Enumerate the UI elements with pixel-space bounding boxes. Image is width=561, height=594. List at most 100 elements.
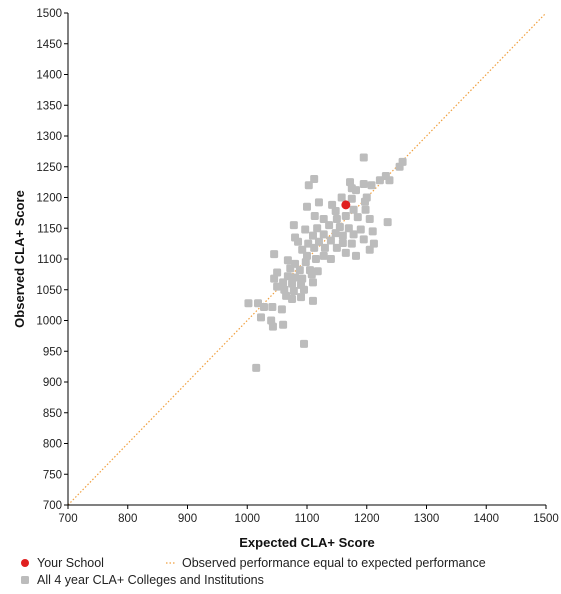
y-tick-label: 1250 bbox=[36, 162, 62, 174]
institution-point bbox=[268, 322, 277, 331]
institution-point bbox=[283, 272, 292, 281]
y-tick-label: 900 bbox=[43, 377, 62, 389]
institution-point bbox=[367, 181, 376, 190]
legend: Your School Observed performance equal t… bbox=[21, 556, 486, 587]
institution-point bbox=[325, 221, 334, 230]
x-tick-label: 1400 bbox=[473, 513, 499, 525]
y-tick-label: 950 bbox=[43, 346, 62, 358]
institution-point bbox=[332, 215, 341, 224]
institution-point bbox=[252, 363, 261, 372]
institution-point bbox=[267, 316, 276, 325]
institution-point bbox=[319, 215, 328, 224]
institution-point bbox=[360, 197, 369, 206]
institution-point bbox=[359, 179, 368, 188]
institution-point bbox=[368, 227, 377, 236]
institution-point bbox=[277, 305, 286, 314]
points-layer bbox=[244, 153, 407, 372]
institution-point bbox=[310, 175, 319, 184]
x-tick-label: 1300 bbox=[414, 513, 440, 525]
institution-point bbox=[295, 266, 304, 275]
x-tick-label: 1200 bbox=[354, 513, 380, 525]
legend-label-all-institutions: All 4 year CLA+ Colleges and Institution… bbox=[37, 573, 264, 587]
y-tick-label: 1050 bbox=[36, 285, 62, 297]
institution-point bbox=[365, 245, 374, 254]
institution-point bbox=[303, 202, 311, 211]
institution-point bbox=[338, 239, 347, 248]
legend-label-your-school: Your School bbox=[37, 556, 104, 570]
x-tick-label: 800 bbox=[118, 513, 137, 525]
legend-marker-your-school bbox=[21, 559, 29, 567]
institution-point bbox=[289, 221, 298, 230]
your-school-point bbox=[341, 200, 351, 210]
institution-point bbox=[385, 176, 394, 185]
y-tick-label: 1350 bbox=[36, 100, 62, 112]
institution-point bbox=[259, 302, 268, 311]
institution-point bbox=[314, 198, 323, 207]
institution-point bbox=[294, 237, 303, 246]
y-tick-label: 1400 bbox=[36, 70, 62, 82]
institution-point bbox=[310, 211, 319, 220]
institution-point bbox=[338, 231, 347, 240]
legend-label-reference-line: Observed performance equal to expected p… bbox=[182, 556, 486, 570]
institution-point bbox=[270, 250, 279, 259]
institution-point bbox=[297, 293, 306, 302]
institution-point bbox=[244, 299, 253, 308]
institution-point bbox=[308, 278, 317, 287]
reference-line-layer bbox=[67, 12, 547, 506]
institution-point bbox=[280, 285, 289, 294]
institution-point bbox=[291, 273, 300, 282]
institution-point bbox=[365, 215, 374, 224]
institution-point bbox=[359, 153, 368, 162]
institution-point bbox=[341, 211, 350, 220]
institution-point bbox=[395, 162, 404, 171]
institution-point bbox=[326, 255, 335, 263]
institution-point bbox=[344, 224, 353, 233]
x-tick-label: 1100 bbox=[295, 513, 320, 525]
y-tick-label: 1500 bbox=[36, 8, 62, 20]
institution-point bbox=[331, 207, 340, 216]
x-tick-label: 1500 bbox=[533, 513, 559, 525]
y-tick-label: 1000 bbox=[36, 316, 62, 328]
institution-point bbox=[347, 194, 356, 203]
institution-point bbox=[301, 258, 310, 267]
y-tick-label: 1150 bbox=[37, 223, 62, 235]
institution-point bbox=[320, 243, 329, 252]
institution-point bbox=[361, 205, 370, 214]
institution-point bbox=[314, 237, 323, 246]
institution-point bbox=[337, 193, 346, 202]
institution-point bbox=[303, 251, 311, 260]
institution-point bbox=[256, 313, 265, 322]
institution-point bbox=[313, 224, 322, 233]
institution-point bbox=[268, 302, 277, 311]
institution-point bbox=[298, 274, 307, 283]
y-tick-label: 1100 bbox=[37, 254, 62, 266]
institution-point bbox=[289, 286, 298, 295]
institution-point bbox=[341, 248, 350, 257]
institution-point bbox=[288, 294, 297, 303]
institution-point bbox=[308, 231, 317, 240]
institution-point bbox=[273, 268, 282, 277]
institution-point bbox=[279, 320, 288, 329]
institution-point bbox=[319, 230, 328, 239]
institution-point bbox=[298, 245, 307, 254]
institution-point bbox=[319, 251, 328, 260]
y-ticks: 700 750 800 850 900 950 1000 1050 1100 1150 1200 12… bbox=[36, 8, 68, 512]
x-axis-title: Expected CLA+ Score bbox=[239, 535, 374, 550]
institution-point bbox=[353, 213, 362, 222]
y-tick-label: 700 bbox=[43, 500, 62, 512]
reference-line bbox=[67, 12, 547, 506]
institution-point bbox=[300, 285, 309, 294]
institution-point bbox=[301, 225, 310, 234]
institution-point bbox=[308, 296, 317, 305]
y-tick-label: 1300 bbox=[36, 131, 62, 143]
institution-point bbox=[375, 176, 384, 185]
institution-point bbox=[310, 243, 319, 252]
institution-point bbox=[359, 235, 368, 244]
institution-point bbox=[349, 205, 358, 214]
y-tick-label: 750 bbox=[43, 469, 62, 481]
institution-point bbox=[351, 251, 360, 260]
institution-point bbox=[283, 256, 292, 265]
institution-point bbox=[383, 218, 392, 227]
institution-point bbox=[331, 229, 340, 238]
